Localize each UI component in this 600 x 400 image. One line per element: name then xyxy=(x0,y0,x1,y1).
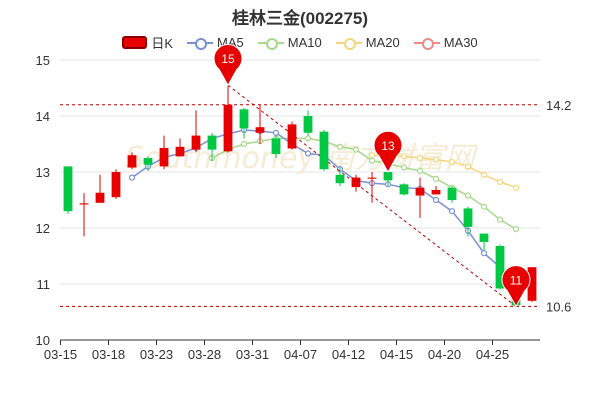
x-tick-label: 03-31 xyxy=(236,347,269,362)
ma5-point xyxy=(480,250,488,257)
candle-body xyxy=(351,177,361,188)
candle-body xyxy=(383,172,393,181)
ma20-point xyxy=(464,163,472,170)
ma10-point xyxy=(352,146,360,153)
y-tick-label: 13 xyxy=(36,165,50,180)
ma10-point xyxy=(464,192,472,199)
legend-label-ma10: MA10 xyxy=(287,35,322,50)
legend-swatch-k xyxy=(122,36,148,49)
ma20-point xyxy=(512,184,520,191)
chart-title: 桂林三金(002275) xyxy=(231,9,369,28)
price-marker-label: 15 xyxy=(221,52,235,66)
candle-body xyxy=(335,174,345,184)
candle-body xyxy=(271,138,281,155)
candle-body xyxy=(63,166,73,212)
ma20-point xyxy=(496,178,504,186)
candle-body xyxy=(191,135,201,150)
x-tick-label: 04-25 xyxy=(476,347,509,362)
candle-body xyxy=(367,177,377,179)
y-tick-label: 15 xyxy=(36,53,50,68)
ma20-point xyxy=(432,156,440,163)
candle-body xyxy=(463,208,473,227)
x-tick-label: 04-20 xyxy=(428,347,461,362)
y-tick-label: 12 xyxy=(36,221,50,236)
x-tick-label: 03-15 xyxy=(44,347,77,362)
candle-body xyxy=(287,124,297,149)
candle-body xyxy=(495,245,505,289)
ma5-point xyxy=(304,150,312,157)
ma10-point xyxy=(368,157,376,164)
legend-swatch-ma30 xyxy=(413,36,440,50)
legend-swatch-ma5 xyxy=(187,36,214,50)
ma10-point xyxy=(480,203,488,210)
x-tick-label: 04-15 xyxy=(380,347,413,362)
ma20-point xyxy=(416,154,424,162)
ma10-point xyxy=(304,135,312,142)
x-tick-label: 04-12 xyxy=(332,347,365,362)
candle-body xyxy=(175,146,185,157)
ma10-point xyxy=(496,216,504,223)
candle-body xyxy=(127,155,137,168)
candle-body xyxy=(111,172,121,198)
legend-label-ma30: MA30 xyxy=(443,35,478,50)
x-tick-label: 03-23 xyxy=(140,347,173,362)
candle-body xyxy=(255,127,265,133)
price-marker-pin xyxy=(213,43,243,87)
candle-body xyxy=(239,109,249,129)
ma10-point xyxy=(416,167,424,174)
ma20-point xyxy=(400,153,408,160)
candle-body xyxy=(479,233,489,242)
ma10-point xyxy=(512,226,520,233)
price-marker-label: 13 xyxy=(381,139,395,153)
candle-body xyxy=(527,267,537,301)
y-tick-label: 14 xyxy=(36,109,50,124)
ma10-point xyxy=(240,140,248,148)
ma20-point xyxy=(368,152,376,159)
ref-line-label: 14.2 xyxy=(546,98,571,113)
price-marker-pin xyxy=(501,265,531,308)
price-marker-label: 11 xyxy=(510,273,523,287)
candle-body xyxy=(447,187,457,200)
candle-body xyxy=(431,189,441,195)
legend-label-k: 日K xyxy=(151,36,174,51)
x-tick-label: 04-07 xyxy=(284,347,317,362)
candle-body xyxy=(319,131,329,170)
ma5-point xyxy=(432,196,440,204)
ma20-point xyxy=(480,171,488,178)
ma5-point xyxy=(128,174,136,181)
candle-body xyxy=(223,104,233,152)
y-tick-label: 11 xyxy=(37,277,51,292)
legend-swatch-ma20 xyxy=(335,36,362,50)
ma20-point xyxy=(448,158,456,166)
candle-body xyxy=(95,192,105,203)
candle-body xyxy=(399,184,409,195)
legend-swatch-ma10 xyxy=(257,36,284,50)
legend-label-ma20: MA20 xyxy=(365,35,400,50)
candle-body xyxy=(79,203,89,205)
chart-legend: 日K MA5 MA10 MA20 MA30 xyxy=(0,33,600,52)
ma5-point xyxy=(272,129,280,136)
candle-body xyxy=(143,158,153,165)
legend-item-k[interactable]: 日K xyxy=(122,33,173,52)
x-tick-label: 03-28 xyxy=(188,347,221,362)
candle-body xyxy=(303,116,313,133)
ma10-point xyxy=(336,143,344,150)
legend-item-ma10[interactable]: MA10 xyxy=(257,35,322,50)
price-marker-pin xyxy=(373,130,403,174)
ma10-point xyxy=(432,175,440,182)
legend-item-ma30[interactable]: MA30 xyxy=(413,35,478,50)
ref-line-label: 10.6 xyxy=(546,299,571,314)
candle-body xyxy=(159,147,169,167)
y-tick-label: 10 xyxy=(36,333,50,348)
candle-body xyxy=(415,187,425,196)
ma10-point xyxy=(400,164,408,171)
ma5-point xyxy=(448,208,456,215)
x-tick-label: 03-18 xyxy=(92,347,125,362)
legend-item-ma20[interactable]: MA20 xyxy=(335,35,400,50)
candle-body xyxy=(207,135,217,150)
